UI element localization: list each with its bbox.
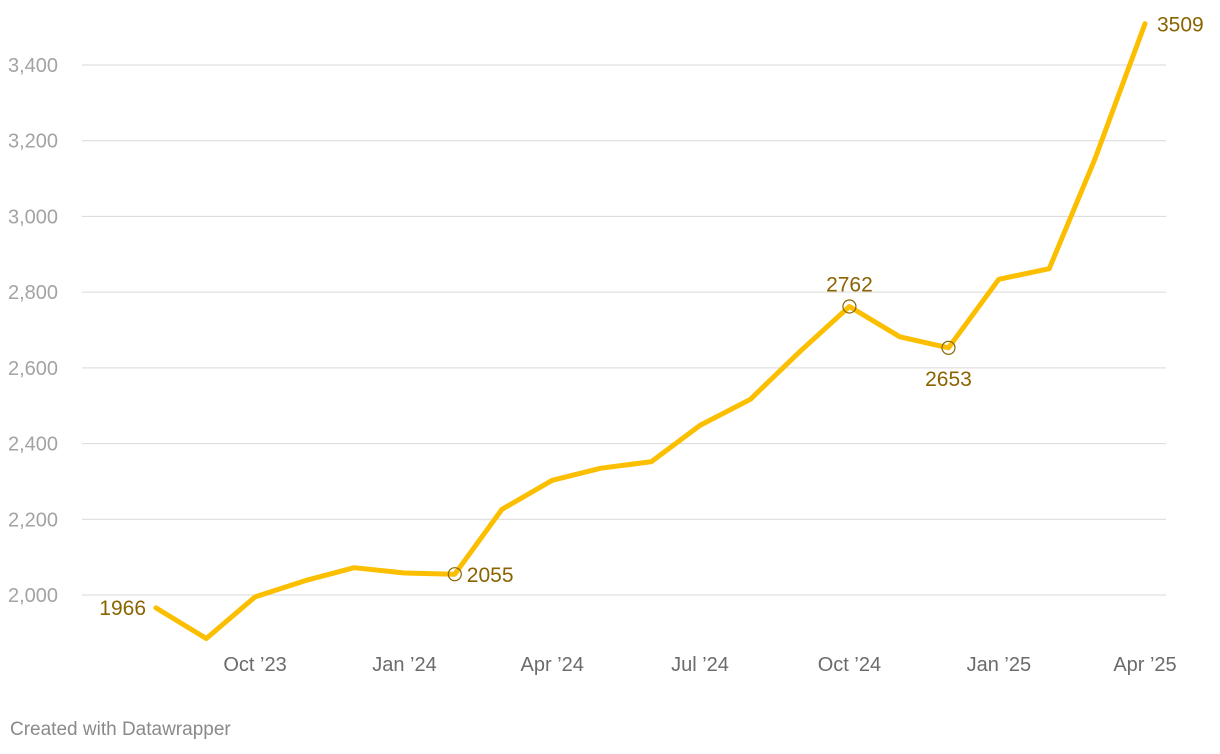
y-tick-label: 3,200 [8,131,58,153]
y-tick-label: 2,400 [8,434,58,456]
series-lines [153,21,1148,641]
x-tick-label: Jan ’25 [967,654,1032,676]
y-tick-label: 2,000 [8,585,58,607]
x-tick-label: Jan ’24 [372,654,437,676]
x-tick-label: Apr ’25 [1113,654,1176,676]
y-tick-label: 3,400 [8,55,58,77]
data-label: 2653 [925,368,972,391]
x-tick-label: Oct ’24 [818,654,881,676]
annotation-marker [842,299,857,314]
annotation-marker [447,567,462,582]
data-label: 1966 [99,597,146,620]
annotation-marker [941,340,956,355]
series-line [153,21,1148,641]
y-tick-label: 2,200 [8,509,58,531]
y-tick-label: 2,800 [8,282,58,304]
x-tick-label: Apr ’24 [521,654,584,676]
x-tick-label: Jul ’24 [671,654,729,676]
y-tick-label: 3,000 [8,206,58,228]
credit-text: Created with Datawrapper [10,719,231,740]
data-label: 2055 [467,564,514,587]
data-label: 3509 [1157,14,1204,37]
y-tick-label: 2,600 [8,358,58,380]
x-tick-label: Oct ’23 [223,654,286,676]
value-annotations: 1966 2055 2762 2653 3509 [99,14,1203,620]
gridlines [82,64,1166,596]
x-axis-tick-labels: Oct ’23 Jan ’24 Apr ’24 Jul ’24 Oct ’24 Jan ’… [223,654,1176,676]
y-axis-tick-labels: 2,000 2,200 2,400 2,600 2,800 3,000 3,200 3,400 [8,55,58,607]
data-label: 2762 [826,274,873,297]
